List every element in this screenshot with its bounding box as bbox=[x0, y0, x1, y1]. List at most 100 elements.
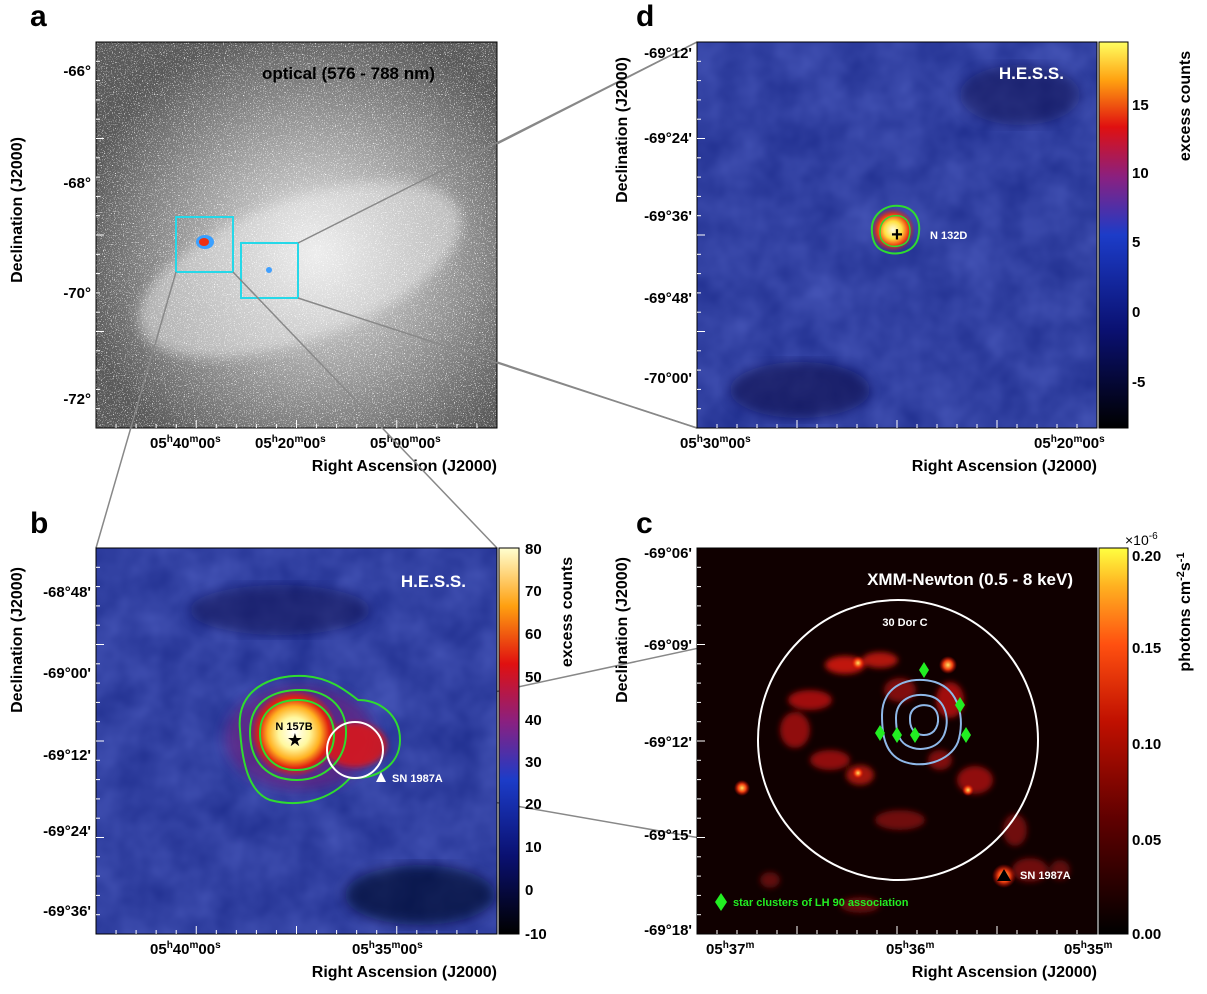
xtick: 05h00m00s bbox=[370, 434, 441, 452]
ytick: -69°09' bbox=[644, 637, 692, 654]
cb-tick: 15 bbox=[1132, 97, 1149, 114]
xtick: 05h37m bbox=[706, 940, 754, 958]
frame-ticks bbox=[96, 60, 1078, 934]
ytick: -69°12' bbox=[644, 734, 692, 751]
colorbar-b bbox=[498, 547, 520, 935]
cb-tick: 5 bbox=[1132, 234, 1140, 251]
panel-d-xticks: 05h30m00s 05h20m00s bbox=[680, 434, 1105, 452]
ytick: -69°24' bbox=[644, 130, 692, 147]
cb-tick: 10 bbox=[525, 839, 542, 856]
region-circle-30dorc bbox=[757, 599, 1039, 881]
panel-d-ylabel: Declination (J2000) bbox=[614, 57, 631, 203]
box-n132d-region bbox=[240, 242, 299, 299]
dark-patch bbox=[730, 362, 870, 418]
ytick: -69°12' bbox=[43, 747, 91, 764]
panel-c: c 30 Dor C bbox=[614, 507, 1194, 981]
cb-tick: 0.10 bbox=[1132, 736, 1161, 753]
ytick: -70°00' bbox=[644, 370, 692, 387]
xtick: 05h40m00s bbox=[150, 434, 221, 452]
xtick: 05h40m00s bbox=[150, 940, 221, 958]
cb-tick: 10 bbox=[1132, 165, 1149, 182]
region-circle-30dorc bbox=[326, 721, 384, 779]
star-marker: ★ bbox=[287, 730, 303, 750]
xray-hotspot bbox=[852, 767, 864, 779]
panel-d-yticks: -69°12' -69°24' -69°36' -69°48' -70°00' bbox=[644, 45, 692, 387]
dark-patch bbox=[345, 865, 495, 925]
cb-tick: 0.00 bbox=[1132, 926, 1161, 943]
contour-n132d-inner bbox=[879, 214, 911, 248]
contour-middle bbox=[248, 688, 348, 782]
panel-a-title: optical (576 - 788 nm) bbox=[262, 64, 435, 83]
ytick: -69°00' bbox=[43, 665, 91, 682]
cb-tick: 0 bbox=[1132, 304, 1140, 321]
legend-diamond-icon bbox=[715, 893, 727, 911]
contour-outer bbox=[238, 674, 402, 804]
red-extension bbox=[323, 723, 387, 767]
star-cluster-marker bbox=[919, 662, 929, 678]
cb-tick: 0.20 bbox=[1132, 548, 1161, 565]
source-blob-n157b bbox=[250, 689, 338, 777]
star-cluster-marker bbox=[955, 697, 965, 713]
panel-c-yticks: -69°06' -69°09' -69°12' -69°15' -69°18' bbox=[644, 545, 692, 939]
cb-tick: 30 bbox=[525, 754, 542, 771]
star-cluster-markers bbox=[875, 662, 971, 743]
panel-letter-d: d bbox=[636, 0, 654, 33]
xtick: 05h30m00s bbox=[680, 434, 751, 452]
star-cluster-marker bbox=[961, 727, 971, 743]
panel-b-title: H.E.S.S. bbox=[401, 572, 466, 591]
xtick: 05h36m bbox=[886, 940, 934, 958]
colorbar-d bbox=[1098, 41, 1129, 429]
label-sn1987a: SN 1987A bbox=[1020, 870, 1071, 882]
ytick: -69°24' bbox=[43, 823, 91, 840]
panel-letter-b: b bbox=[30, 507, 48, 540]
hess-blob-n132d bbox=[266, 267, 272, 273]
panel-a-xlabel: Right Ascension (J2000) bbox=[312, 458, 497, 475]
panel-c-xlabel: Right Ascension (J2000) bbox=[912, 964, 1097, 981]
star-cluster-marker bbox=[892, 727, 902, 743]
colorbar-c-label: photons cm-2s-1 bbox=[1175, 552, 1194, 671]
xray-hotspot bbox=[962, 784, 974, 796]
cb-tick: -10 bbox=[525, 926, 547, 943]
star-cluster-marker bbox=[910, 727, 920, 743]
cb-tick: -5 bbox=[1132, 374, 1145, 391]
ytick: -69°48' bbox=[644, 290, 692, 307]
cb-tick: 0.15 bbox=[1132, 640, 1161, 657]
label-sn1987a: SN 1987A bbox=[392, 773, 443, 785]
ytick: -69°12' bbox=[644, 45, 692, 62]
label-n157b: N 157B bbox=[275, 721, 312, 733]
xray-hotspot bbox=[734, 780, 750, 796]
label-30dorc: 30 Dor C bbox=[882, 617, 927, 629]
xtick: 05h35m bbox=[1064, 940, 1112, 958]
xtick: 05h20m00s bbox=[255, 434, 326, 452]
panel-d-xlabel: Right Ascension (J2000) bbox=[912, 458, 1097, 475]
panel-b: b ★ N 157B SN 1987A H.E.S.S. 80 70 60 50… bbox=[9, 507, 576, 981]
xray-hotspot bbox=[851, 656, 865, 670]
panel-a-yticks: -66° -68° -70° -72° bbox=[63, 63, 91, 408]
cb-tick: 40 bbox=[525, 712, 542, 729]
xtick: 05h35m00s bbox=[352, 940, 423, 958]
cb-tick: 70 bbox=[525, 583, 542, 600]
cb-tick: 0 bbox=[525, 882, 533, 899]
dark-patch bbox=[190, 585, 370, 635]
panel-b-xticks: 05h40m00s 05h35m00s bbox=[150, 940, 423, 958]
panel-b-xlabel: Right Ascension (J2000) bbox=[312, 964, 497, 981]
xray-hotspot bbox=[939, 656, 957, 674]
panel-b-yticks: -68°48' -69°00' -69°12' -69°24' -69°36' bbox=[43, 584, 91, 920]
hess-blob-n157b-core bbox=[199, 238, 209, 246]
ytick: -69°36' bbox=[644, 208, 692, 225]
triangle-sn1987a bbox=[376, 772, 386, 782]
cb-tick: 60 bbox=[525, 626, 542, 643]
ytick: -72° bbox=[63, 391, 91, 408]
panel-a-ylabel: Declination (J2000) bbox=[9, 137, 26, 283]
legend-text: star clusters of LH 90 association bbox=[733, 897, 909, 909]
ytick: -70° bbox=[63, 285, 91, 302]
colorbar-b-label: excess counts bbox=[559, 557, 576, 667]
ytick: -68° bbox=[63, 175, 91, 192]
panel-c-title: XMM-Newton (0.5 - 8 keV) bbox=[867, 570, 1073, 589]
cb-tick: 50 bbox=[525, 669, 542, 686]
panel-d-title: H.E.S.S. bbox=[999, 64, 1064, 83]
panel-letter-c: c bbox=[636, 507, 653, 540]
colorbar-c-ticks: 0.20 0.15 0.10 0.05 0.00 bbox=[1132, 548, 1161, 943]
dark-patch bbox=[960, 65, 1080, 125]
